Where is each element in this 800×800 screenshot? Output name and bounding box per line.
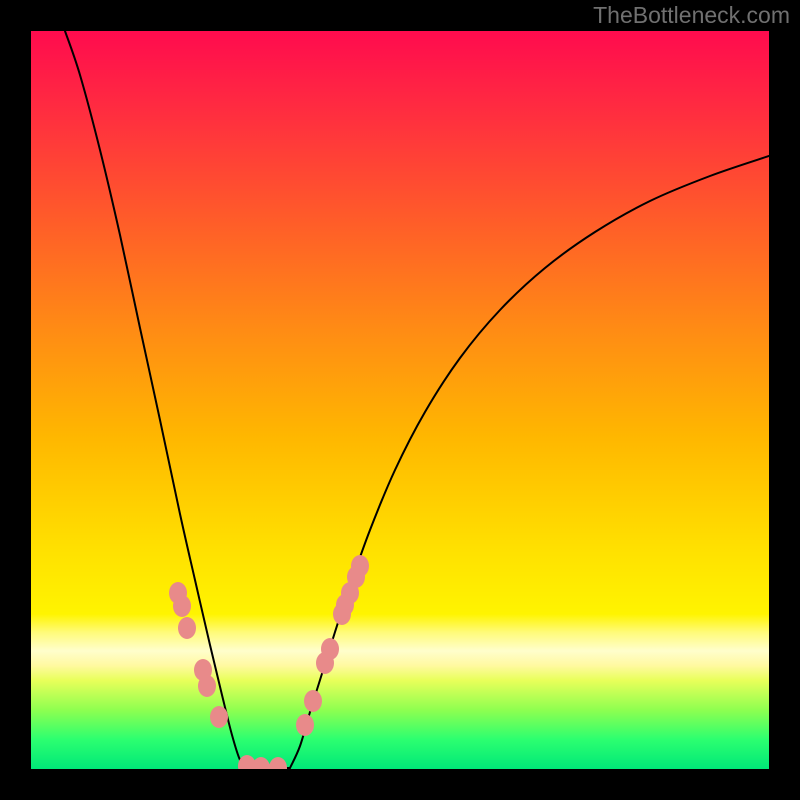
data-marker — [304, 690, 322, 712]
data-marker — [321, 638, 339, 660]
plot-background — [31, 31, 769, 769]
data-marker — [173, 595, 191, 617]
chart-container: TheBottleneck.com — [0, 0, 800, 800]
data-marker — [296, 714, 314, 736]
plot-area — [31, 31, 769, 769]
data-marker — [198, 675, 216, 697]
watermark-text: TheBottleneck.com — [593, 2, 790, 29]
data-marker — [351, 555, 369, 577]
data-marker — [210, 706, 228, 728]
plot-svg — [31, 31, 769, 769]
data-marker — [178, 617, 196, 639]
